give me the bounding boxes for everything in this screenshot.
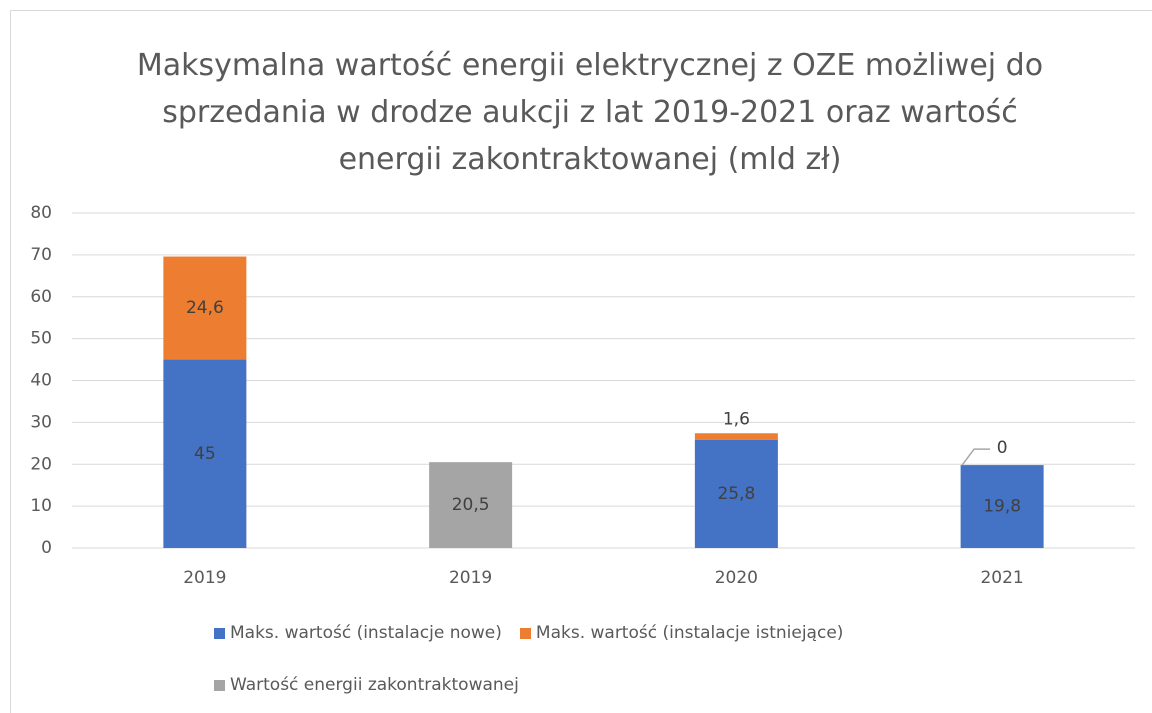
x-tick-label: 2019 <box>183 568 226 588</box>
y-tick-label: 20 <box>30 454 52 474</box>
y-tick-label: 10 <box>30 496 52 516</box>
bar-segment <box>960 465 1044 548</box>
bar-segment <box>429 462 513 548</box>
data-label: 25,8 <box>717 484 755 504</box>
bar-segment <box>694 433 778 440</box>
legend-swatch <box>519 627 531 639</box>
bar-segment <box>694 439 778 548</box>
y-tick-label: 30 <box>30 412 52 432</box>
x-tick-label: 2020 <box>715 568 758 588</box>
data-label: 0 <box>997 438 1008 458</box>
y-tick-label: 40 <box>30 371 52 391</box>
leader-line <box>961 448 991 466</box>
x-tick-label: 2021 <box>980 568 1023 588</box>
legend-label: Maks. wartość (instalacje nowe) <box>230 623 502 643</box>
legend-label: Wartość energii zakontraktowanej <box>230 675 519 695</box>
legend-swatch <box>214 679 225 691</box>
y-tick-label: 70 <box>30 245 52 265</box>
legend-item: Maks. wartość (instalacje nowe) <box>214 620 502 646</box>
legend-item: Wartość energii zakontraktowanej <box>214 672 519 698</box>
y-tick-label: 60 <box>30 287 52 307</box>
chart-title: Maksymalna wartość energii elektrycznej … <box>136 48 1044 177</box>
data-label: 20,5 <box>452 495 490 515</box>
y-tick-label: 50 <box>30 329 52 349</box>
data-label: 45 <box>194 444 216 464</box>
y-tick-label: 0 <box>41 538 52 558</box>
y-tick-label: 80 <box>30 203 52 223</box>
legend-label: Maks. wartość (instalacje istniejące) <box>535 623 844 643</box>
legend-item: Maks. wartość (instalacje istniejące) <box>519 620 844 646</box>
bar-segment <box>163 359 247 548</box>
data-label: 1,6 <box>723 409 750 429</box>
bar-segment <box>163 256 247 360</box>
data-label: 24,6 <box>186 298 224 318</box>
chart-frame <box>10 10 1152 713</box>
x-tick-label: 2019 <box>449 568 492 588</box>
data-label: 19,8 <box>983 497 1021 517</box>
legend-swatch <box>214 627 225 639</box>
legend: Maks. wartość (instalacje nowe) Maks. war… <box>214 620 994 698</box>
